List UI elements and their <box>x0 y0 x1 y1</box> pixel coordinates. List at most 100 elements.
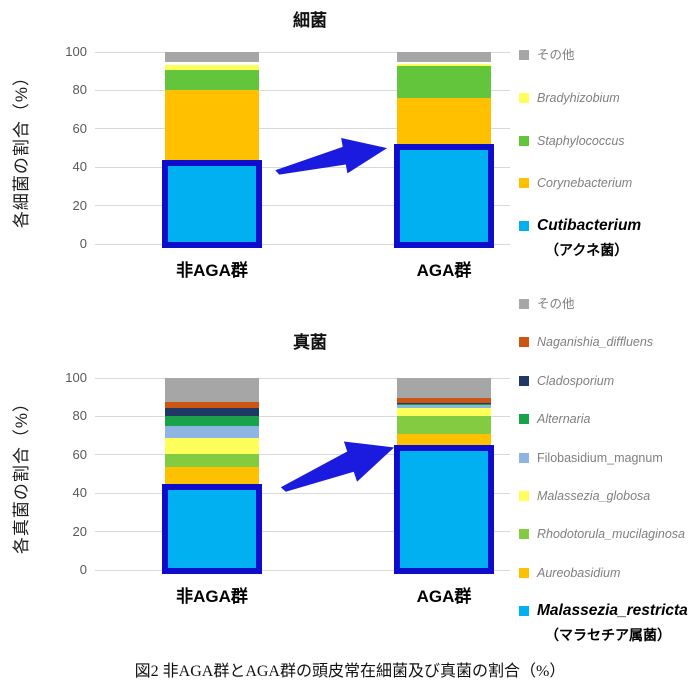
grid-line <box>95 51 510 53</box>
bar-segment <box>165 378 259 402</box>
bar-segment <box>397 407 491 417</box>
bar-segment <box>397 52 491 62</box>
y-tick-label: 100 <box>65 44 87 59</box>
bar-segment <box>165 438 259 454</box>
grid-line <box>95 205 510 207</box>
legend-item: Bradyhizobium <box>519 90 620 106</box>
legend-swatch <box>519 452 529 463</box>
category-label: AGA群 <box>416 587 472 606</box>
figure-caption: 図2 非AGA群とAGA群の頭皮常在細菌及び真菌の割合（%） <box>134 663 566 680</box>
bar-segment <box>397 61 491 64</box>
bar-segment <box>397 378 491 399</box>
legend-sublabel: （マラセチア属菌） <box>545 627 671 644</box>
y-tick-label: 60 <box>72 446 87 462</box>
legend-swatch <box>519 337 529 348</box>
increase-arrow-fungi <box>280 441 395 492</box>
chart-title-fungi: 真菌 <box>293 333 327 352</box>
grid-line <box>95 89 510 91</box>
legend-item: Cladosporium <box>519 373 614 389</box>
legend-label: Malassezia_globosa <box>537 489 651 503</box>
increase-arrow-bacteria <box>275 138 388 175</box>
legend-swatch <box>519 375 529 386</box>
chart-title-bacteria: 細菌 <box>293 11 327 30</box>
highlight-outline <box>162 483 262 574</box>
legend-item: その他 <box>519 296 575 312</box>
bar-segment <box>165 416 259 426</box>
bar-segment <box>165 426 259 439</box>
category-label: AGA群 <box>416 261 472 280</box>
legend-swatch <box>519 529 529 540</box>
legend-label: Rhodotorula_mucilaginosa <box>537 527 686 542</box>
legend-swatch <box>519 135 529 146</box>
legend-label: Filobasidium_magnum <box>537 450 663 465</box>
legend-item: Alternaria <box>519 411 591 427</box>
legend-swatch <box>519 606 529 617</box>
y-tick-label: 80 <box>72 82 87 98</box>
legend-label: その他 <box>537 297 575 311</box>
bar-segment <box>165 467 259 484</box>
legend-label: Malassezia_restricta <box>537 602 688 620</box>
legend-sublabel: （アクネ菌） <box>545 242 629 259</box>
legend-swatch <box>519 92 529 103</box>
grid-line <box>95 454 510 456</box>
bar-segment <box>397 144 491 244</box>
grid-line <box>95 415 510 417</box>
legend-item: Filobasidium_magnum <box>519 450 663 466</box>
category-label: 非AGA群 <box>176 587 248 606</box>
category-label: 非AGA群 <box>176 261 248 280</box>
bar-segment <box>165 70 259 91</box>
bacteria-plot-area: 0 20 40 60 80 100 非AGA群 AGA群 <box>65 44 510 280</box>
grid-line <box>95 128 510 130</box>
y-tick-label: 80 <box>72 408 87 424</box>
bar-segment <box>397 402 491 404</box>
bar-segment <box>397 404 491 408</box>
legend-label: Staphylococcus <box>537 133 625 148</box>
bar-segment <box>397 433 491 446</box>
bar-segment <box>397 403 491 405</box>
y-tick-label: 0 <box>79 562 87 577</box>
bar-segment <box>397 66 491 99</box>
bar-segment <box>165 407 259 417</box>
legend-label: Cutibacterium <box>537 217 642 235</box>
y-tick-label: 0 <box>79 236 87 251</box>
legend-item: Aureobasidium <box>519 565 620 581</box>
legend-label: Cladosporium <box>537 373 615 388</box>
y-tick-label: 60 <box>72 120 87 136</box>
highlight-outline <box>162 159 262 248</box>
y-tick-label: 20 <box>72 523 87 539</box>
bar-segment <box>165 61 259 65</box>
legend-item: Staphylococcus <box>519 133 625 149</box>
grid-line <box>95 377 510 379</box>
bar-segment <box>397 98 491 145</box>
bar-segment <box>165 52 259 62</box>
bar-segment <box>397 63 491 67</box>
grid-line <box>95 569 510 571</box>
grid-line <box>95 531 510 533</box>
bar-segment <box>165 90 259 160</box>
legend-item: Cutibacterium <box>519 218 641 234</box>
legend-swatch <box>519 567 529 578</box>
y-tick-label: 40 <box>72 159 87 175</box>
y-tick-label: 40 <box>72 485 87 501</box>
legend-label: その他 <box>537 48 575 62</box>
highlight-outline <box>394 144 494 248</box>
legend-label: Naganishia_diffluens <box>537 335 654 350</box>
bar-segment <box>397 398 491 403</box>
y-tick-label: 100 <box>65 370 87 385</box>
bar-segment <box>165 159 259 244</box>
bar-segment <box>165 453 259 468</box>
highlight-outline <box>394 445 494 574</box>
bar-segment <box>397 445 491 570</box>
legend-item: Rhodotorula_mucilaginosa <box>519 526 685 542</box>
bar-segment <box>397 416 491 434</box>
bar-segment <box>165 402 259 408</box>
legend-swatch <box>519 50 529 60</box>
bar-segment <box>165 483 259 570</box>
legend-item: Malassezia_restricta <box>519 603 688 619</box>
grid-line <box>95 243 510 245</box>
legend-label: Alternaria <box>537 412 591 427</box>
legend-item: その他 <box>519 47 575 63</box>
legend-label: Corynebacterium <box>537 176 633 191</box>
fungi-plot-area: 0 20 40 60 80 100 非AGA群 AGA群 <box>65 370 510 606</box>
